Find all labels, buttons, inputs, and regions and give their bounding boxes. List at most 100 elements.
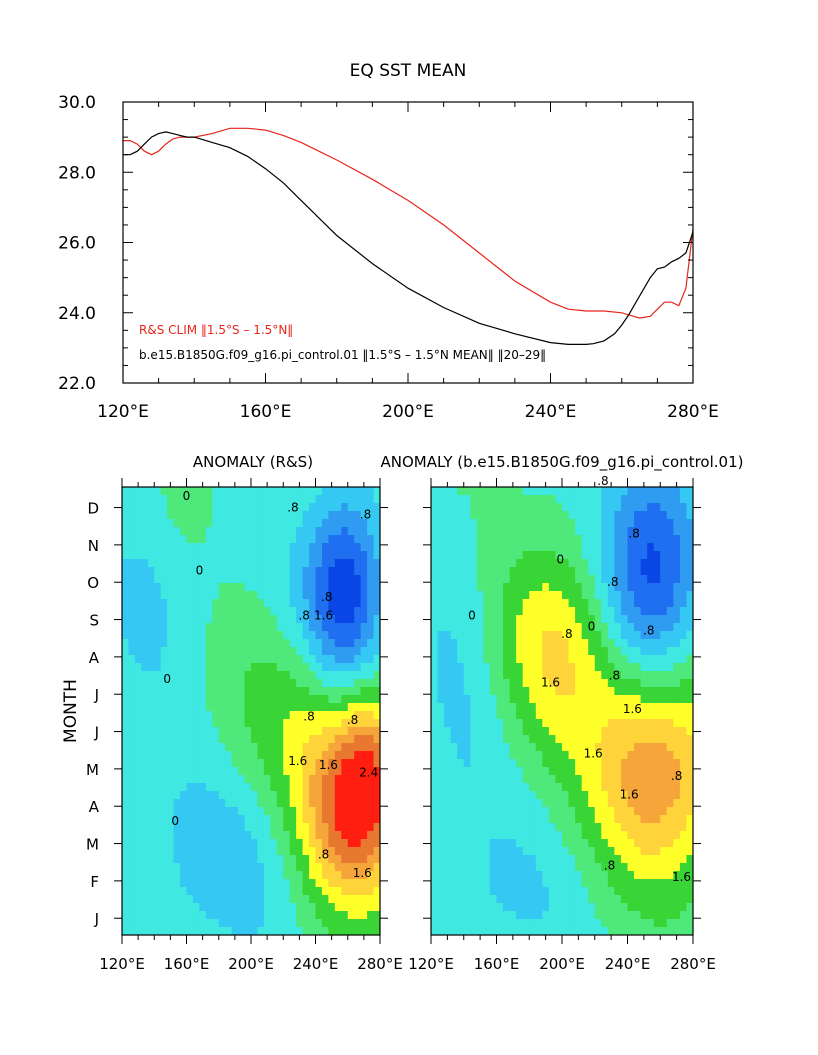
contour-cell	[601, 775, 609, 784]
contour-cell	[341, 511, 349, 520]
contour-cell	[141, 719, 149, 728]
contour-cell	[134, 567, 142, 576]
contour-cell	[231, 599, 239, 608]
contour-cell	[302, 895, 310, 904]
contour-cell	[128, 839, 136, 848]
contour-cell	[128, 575, 136, 584]
contour-cell	[309, 863, 317, 872]
contour-cell	[315, 783, 323, 792]
contour-cell	[522, 607, 530, 616]
contour-cell	[122, 503, 130, 512]
contour-cell	[160, 631, 168, 640]
contour-cell	[673, 575, 681, 584]
contour-cell	[373, 927, 380, 935]
contour-cell	[134, 871, 142, 880]
contour-cell	[666, 775, 674, 784]
contour-cell	[496, 639, 504, 648]
contour-cell	[660, 751, 668, 760]
contour-cell	[470, 799, 478, 808]
contour-cell	[276, 879, 284, 888]
contour-cell	[601, 927, 609, 935]
contour-cell	[347, 927, 355, 935]
contour-cell	[212, 863, 220, 872]
contour-cell	[647, 623, 655, 632]
contour-cell	[180, 911, 188, 920]
contour-cell	[225, 831, 233, 840]
contour-cell	[205, 535, 213, 544]
contour-cell	[555, 703, 563, 712]
contour-cell	[154, 687, 162, 696]
contour-cell	[347, 695, 355, 704]
contour-cell	[679, 879, 688, 888]
contour-cell	[263, 903, 271, 912]
contour-cell	[341, 855, 349, 864]
contour-cell	[238, 871, 246, 880]
contour-cell	[225, 767, 233, 776]
contour-cell	[686, 903, 693, 912]
contour-cell	[347, 599, 355, 608]
contour-cell	[614, 679, 622, 688]
contour-cell	[186, 719, 194, 728]
contour-cell	[186, 711, 194, 720]
contour-cell	[251, 855, 259, 864]
contour-cell	[321, 543, 329, 552]
contour-cell	[470, 703, 478, 712]
contour-cell	[470, 607, 478, 616]
contour-cell	[666, 527, 674, 536]
contour-cell	[450, 663, 458, 672]
contour-cell	[555, 823, 563, 832]
contour-cell	[620, 519, 629, 528]
contour-cell	[205, 927, 213, 935]
contour-cell	[634, 815, 642, 824]
contour-cell	[607, 687, 615, 696]
contour-cell	[225, 599, 233, 608]
contour-cell	[673, 799, 681, 808]
contour-cell	[238, 591, 246, 600]
contour-cell	[128, 735, 136, 744]
contour-cell	[244, 615, 252, 624]
contour-cell	[450, 711, 458, 720]
contour-cell	[653, 911, 661, 920]
contour-cell	[489, 695, 498, 704]
contour-cell	[263, 575, 271, 584]
contour-cell	[679, 767, 688, 776]
contour-cell	[522, 503, 530, 512]
contour-cell	[614, 855, 622, 864]
contour-cell	[679, 575, 688, 584]
contour-cell	[516, 671, 524, 680]
contour-cell	[509, 759, 517, 768]
contour-cell	[147, 855, 155, 864]
contour-cell	[128, 791, 136, 800]
contour-cell	[457, 895, 465, 904]
contour-cell	[542, 519, 550, 528]
contour-cell	[686, 575, 693, 584]
contour-cell	[128, 495, 136, 504]
contour-cell	[627, 711, 635, 720]
contour-cell	[588, 583, 596, 592]
contour-cell	[199, 623, 207, 632]
contour-cell	[588, 823, 596, 832]
contour-cell	[354, 903, 362, 912]
contour-cell	[373, 919, 380, 928]
contour-cell	[679, 503, 688, 512]
contour-cell	[607, 735, 615, 744]
contour-cell	[568, 519, 576, 528]
contour-cell	[205, 551, 213, 560]
contour-cell	[289, 775, 297, 784]
contour-cell	[347, 567, 355, 576]
contour-cell	[141, 503, 149, 512]
contour-cell	[607, 623, 615, 632]
contour-cell	[483, 687, 491, 696]
contour-cell	[601, 679, 609, 688]
contour-cell	[529, 855, 537, 864]
contour-cell	[147, 831, 155, 840]
contour-cell	[575, 695, 583, 704]
contour-cell	[347, 767, 355, 776]
contour-cell	[581, 511, 589, 520]
contour-cell	[334, 863, 342, 872]
contour-cell	[289, 543, 297, 552]
contour-cell	[522, 887, 530, 896]
contour-cell	[529, 535, 537, 544]
contour-cell	[516, 623, 524, 632]
contour-cell	[470, 551, 478, 560]
